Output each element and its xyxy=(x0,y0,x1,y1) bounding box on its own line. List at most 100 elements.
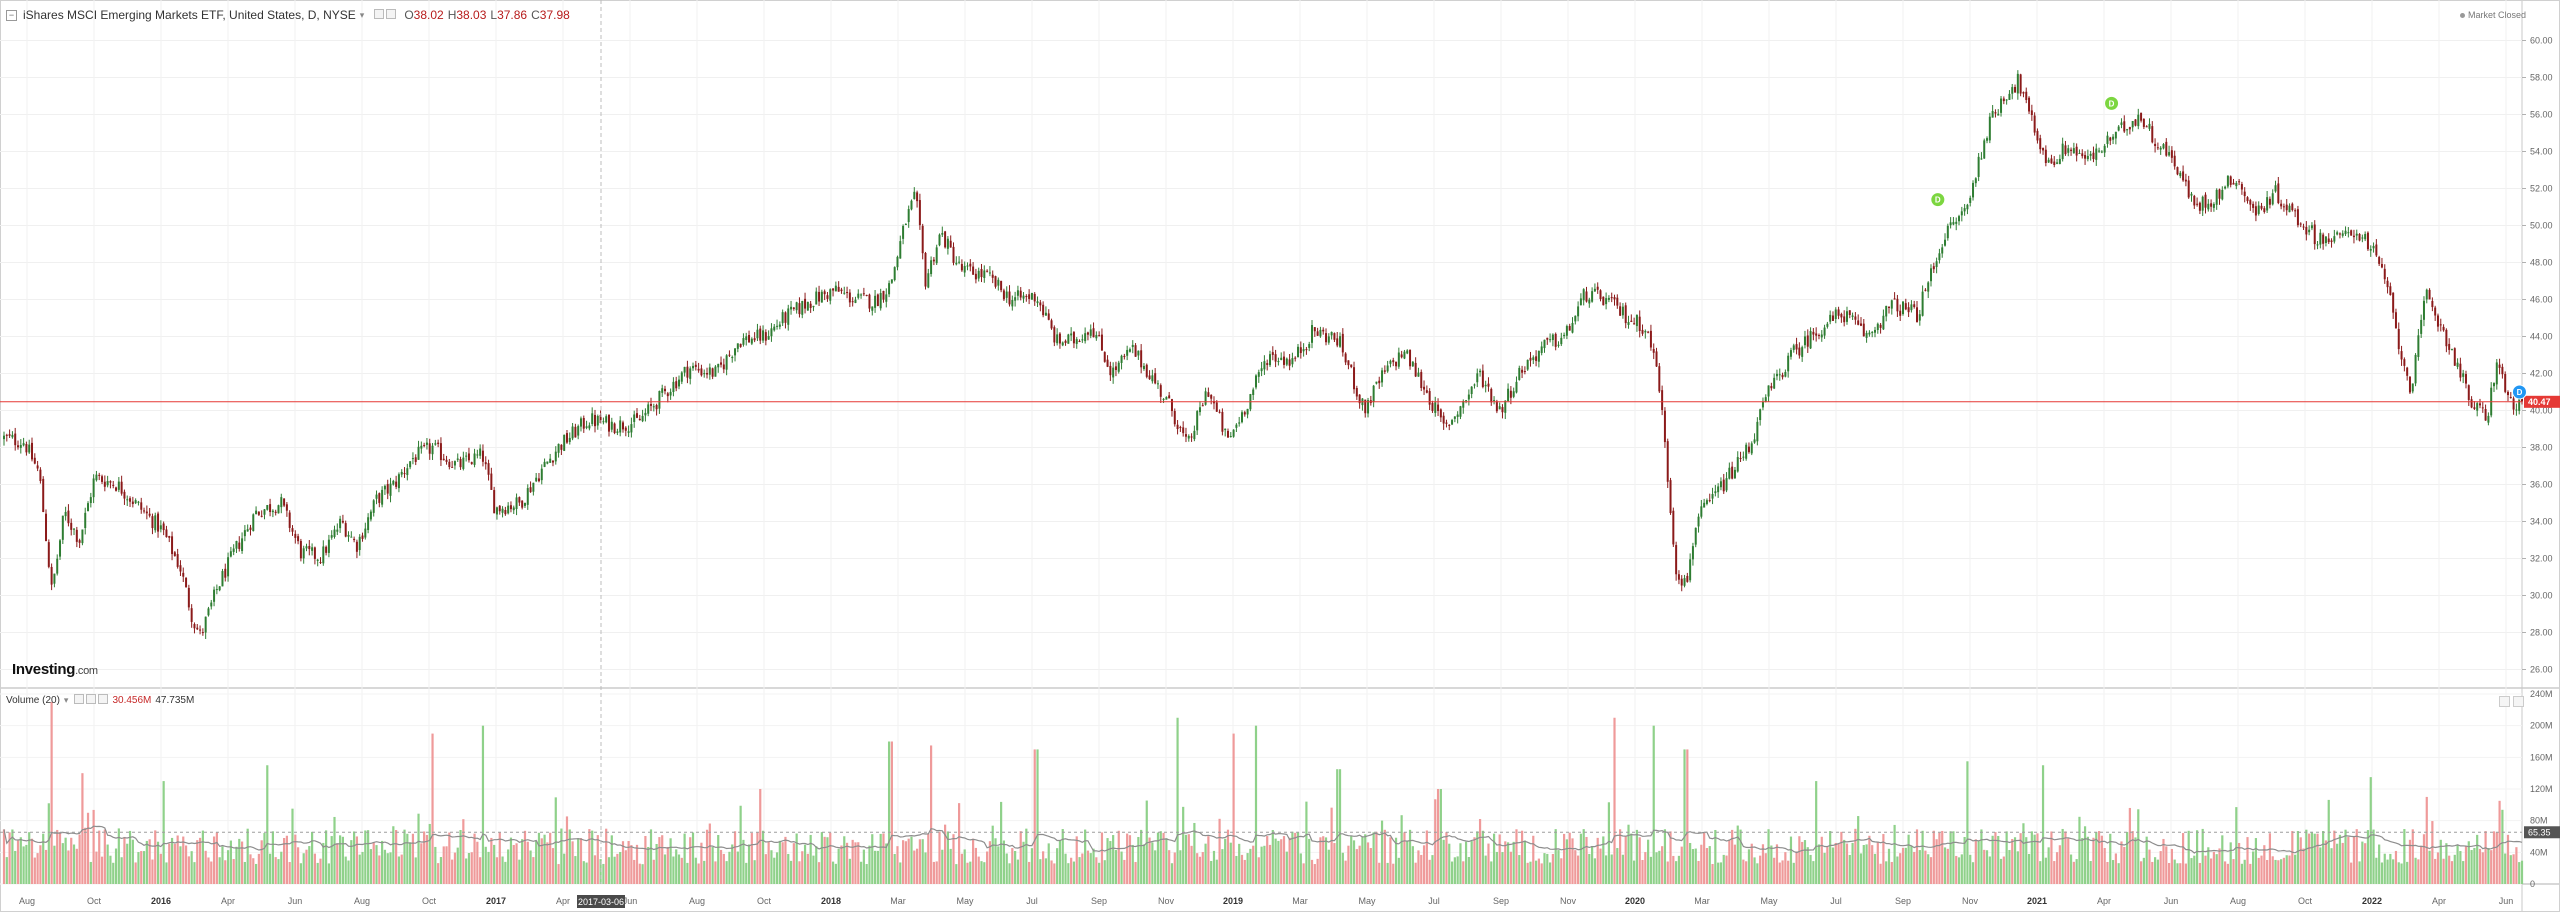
volume-bar xyxy=(1512,841,1515,884)
candle-body xyxy=(672,381,675,393)
volume-bar xyxy=(1436,789,1440,884)
collapse-legend-button[interactable]: − xyxy=(6,9,17,21)
candle-body xyxy=(73,528,76,530)
volume-bar xyxy=(1154,850,1157,884)
candle-body xyxy=(109,481,112,483)
candle-body xyxy=(2462,373,2465,377)
volume-bar xyxy=(1703,831,1706,884)
volume-bar xyxy=(1963,836,1966,884)
candle-body xyxy=(927,273,930,288)
candle-body xyxy=(1022,295,1025,299)
candle-body xyxy=(602,421,605,423)
candle-body xyxy=(2109,137,2112,141)
volume-bar xyxy=(409,842,412,884)
candle-body xyxy=(1817,335,1820,337)
volume-bar xyxy=(16,840,20,884)
volume-bar xyxy=(1764,853,1767,884)
volume-bar xyxy=(2414,857,2417,884)
candle-body xyxy=(997,279,1000,286)
volume-bar xyxy=(1686,749,1689,884)
candle-body xyxy=(2154,143,2157,147)
volume-bar xyxy=(663,854,667,884)
volume-bar xyxy=(2243,859,2246,884)
candle-body xyxy=(834,285,837,292)
volume-title[interactable]: Volume (20) xyxy=(6,695,60,706)
volume-bar xyxy=(958,803,961,884)
candle-body xyxy=(411,458,414,460)
price-candles xyxy=(3,70,2523,640)
volume-bar xyxy=(1554,829,1557,884)
gear-icon[interactable] xyxy=(86,694,97,704)
candle-body xyxy=(1543,339,1546,349)
candle-body xyxy=(2375,244,2378,256)
volume-bar xyxy=(641,864,644,884)
candle-body xyxy=(918,200,921,226)
last-volume-label: 65.35 xyxy=(2528,827,2551,837)
eye-icon[interactable] xyxy=(374,9,385,19)
ohlc-open: O38.02 xyxy=(404,8,444,22)
volume-bar xyxy=(2053,861,2056,884)
volume-bar xyxy=(2134,837,2137,884)
candle-body xyxy=(95,474,98,481)
volume-bar xyxy=(1330,807,1333,884)
volume-bar xyxy=(1669,831,1672,884)
volume-bar xyxy=(1778,862,1781,884)
candle-body xyxy=(1089,329,1092,336)
volume-bar xyxy=(411,833,415,884)
volume-bar xyxy=(1876,841,1879,884)
eye-icon[interactable] xyxy=(74,694,85,704)
candle-body xyxy=(2061,143,2064,160)
volume-bar xyxy=(801,851,804,884)
volume-bar xyxy=(2008,850,2011,884)
chevron-down-icon[interactable]: ▾ xyxy=(359,9,365,20)
volume-bar xyxy=(890,741,893,884)
candle-body xyxy=(2142,118,2145,127)
volume-bar xyxy=(1977,841,1980,884)
chevron-down-icon[interactable]: ▾ xyxy=(63,695,69,705)
candle-body xyxy=(2075,146,2078,156)
volume-bar xyxy=(221,846,224,884)
maximize-pane-icon[interactable] xyxy=(2513,696,2524,707)
volume-bar xyxy=(1957,857,1961,884)
move-pane-up-icon[interactable] xyxy=(2499,696,2510,707)
volume-bar xyxy=(2324,840,2328,884)
candle-body xyxy=(1442,415,1445,424)
crosshair-date-label: 2017-03-06 xyxy=(578,897,624,907)
volume-bar xyxy=(2322,831,2325,884)
volume-bar xyxy=(142,851,146,884)
volume-bar xyxy=(2277,860,2280,884)
candle-body xyxy=(1005,291,1008,298)
candle-body xyxy=(260,515,263,517)
close-icon[interactable] xyxy=(98,694,109,704)
candle-body xyxy=(756,329,759,339)
candle-body xyxy=(2417,335,2420,357)
volume-bar xyxy=(1910,845,1913,884)
candle-body xyxy=(1487,383,1490,387)
candle-body xyxy=(2002,98,2005,102)
ohlc-high: H38.03 xyxy=(447,8,487,22)
symbol-title[interactable]: iShares MSCI Emerging Markets ETF, Unite… xyxy=(23,8,356,22)
candle-body xyxy=(2022,92,2025,94)
candle-body xyxy=(1649,330,1652,348)
gear-icon[interactable] xyxy=(386,9,397,19)
volume-bar xyxy=(2484,831,2487,884)
volume-bar xyxy=(2338,834,2342,884)
candle-body xyxy=(1733,469,1736,479)
candle-body xyxy=(1053,327,1056,343)
candle-body xyxy=(2263,208,2266,212)
candle-body xyxy=(3,435,5,440)
candle-body xyxy=(1843,316,1846,323)
candle-body xyxy=(2070,149,2073,151)
volume-bar xyxy=(2167,862,2171,884)
candle-body xyxy=(490,473,493,490)
candle-body xyxy=(2170,150,2173,158)
volume-bar xyxy=(14,850,17,884)
candle-body xyxy=(2215,189,2218,205)
volume-bar xyxy=(1557,850,1560,884)
candle-body xyxy=(1579,298,1582,306)
candle-body xyxy=(1411,361,1414,367)
volume-bar xyxy=(98,830,101,884)
candle-body xyxy=(1204,391,1207,405)
volume-bar xyxy=(764,854,767,884)
